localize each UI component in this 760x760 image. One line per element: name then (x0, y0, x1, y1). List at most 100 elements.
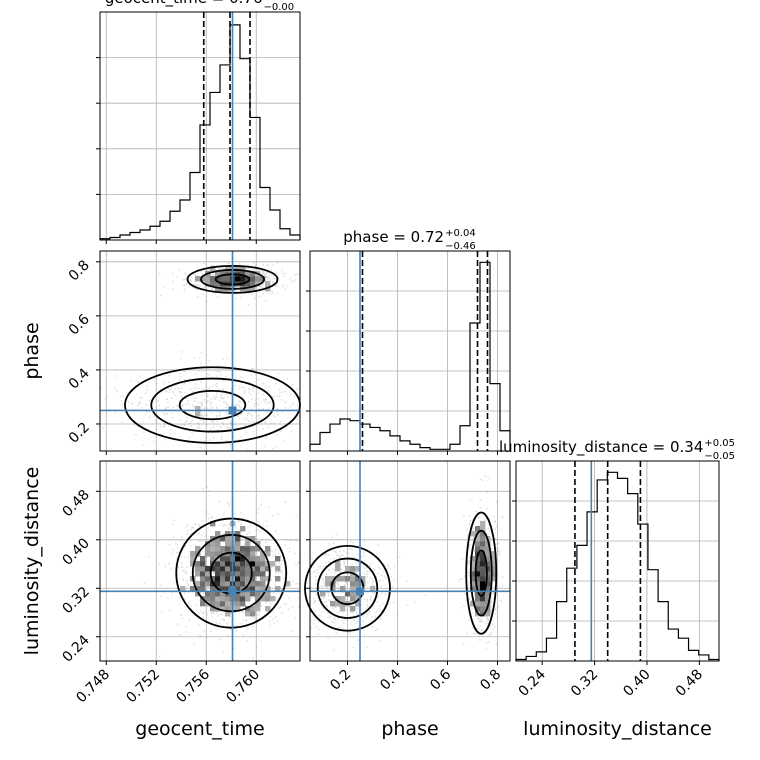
density-cell (480, 591, 486, 597)
density-cell (475, 571, 481, 577)
density-cell (475, 596, 481, 602)
density-cell (220, 591, 226, 597)
density-cell (260, 551, 266, 557)
density-cell (470, 566, 476, 572)
panel-title: phase = 0.72 (343, 228, 444, 246)
x-tick-label: 0.32 (568, 667, 601, 700)
density-cell (345, 566, 351, 572)
density-cell (190, 551, 196, 557)
y-tick-label: 0.2 (66, 419, 93, 446)
density-cell (335, 561, 341, 567)
density-cell (265, 596, 271, 602)
density-cell (205, 566, 211, 572)
density-cell (200, 586, 206, 592)
y-tick-label: 0.4 (66, 365, 93, 392)
density-cell (350, 576, 356, 582)
x-tick-label: 0.24 (516, 666, 549, 699)
density-cell (245, 561, 251, 567)
density-cell (370, 586, 376, 592)
density-cell (235, 586, 241, 592)
density-cell (200, 561, 206, 567)
density-cell (260, 276, 266, 282)
density-cell (215, 276, 221, 282)
density-cell (330, 601, 336, 607)
x-tick-label: 0.2 (327, 667, 354, 694)
title-lower-error: −0.05 (704, 451, 735, 462)
density-cell (335, 596, 341, 602)
title-lower-error: −0.46 (445, 241, 476, 252)
title-upper-error: +0.05 (704, 438, 735, 449)
contour-line (178, 389, 247, 421)
density-cell (340, 596, 346, 602)
y-axis-label-phase: phase (21, 322, 43, 379)
density-cell (255, 581, 261, 587)
contour-line (150, 377, 275, 433)
density-cell (250, 566, 256, 572)
density-cell (220, 601, 226, 607)
density-cell (335, 576, 341, 582)
density-cell (250, 561, 256, 567)
histogram-geocent_time (99, 24, 301, 240)
density-cell (210, 591, 216, 597)
density-cell (235, 566, 241, 572)
density-cell (275, 576, 281, 582)
density-cell (480, 571, 486, 577)
density-cell (235, 541, 241, 547)
density-cell (210, 276, 216, 282)
density-cell (470, 586, 476, 592)
density-cell (260, 561, 266, 567)
density-cell (220, 556, 226, 562)
density-cell (260, 576, 266, 582)
density-cell (215, 271, 221, 277)
density-cell (215, 576, 221, 582)
density-cell (485, 576, 491, 582)
histogram-phase (309, 261, 511, 451)
y-tick-label: 0.48 (59, 487, 92, 520)
density-cell (205, 546, 211, 552)
density-cell (195, 566, 201, 572)
density-cell (275, 556, 281, 562)
density-cell (490, 561, 496, 567)
density-cell (485, 581, 491, 587)
density-cell (210, 596, 216, 602)
density-cell (190, 556, 196, 562)
density-cell (215, 581, 221, 587)
density-cell (255, 586, 261, 592)
density-cell (225, 541, 231, 547)
truth-marker (356, 587, 364, 596)
density-cell (245, 556, 251, 562)
density-cell (475, 591, 481, 597)
density-cell (215, 571, 221, 577)
density-cell (355, 601, 361, 607)
density-cell (470, 556, 476, 562)
density-cell (250, 551, 256, 557)
y-tick-label: 0.32 (59, 584, 92, 617)
density-cell (480, 586, 486, 592)
density-cell (200, 601, 206, 607)
density-cell (210, 606, 216, 612)
density-cell (225, 601, 231, 607)
x-axis-label-luminosity_distance: luminosity_distance (523, 718, 712, 740)
density-cell (485, 556, 491, 562)
density-cell (220, 561, 226, 567)
density-cell (350, 586, 356, 592)
contour-line (469, 529, 493, 617)
density-cell (260, 581, 266, 587)
density-cell (235, 531, 241, 537)
density-cell (480, 521, 486, 527)
density-cell (255, 571, 261, 577)
density-cell (225, 556, 231, 562)
density-cell (240, 586, 246, 592)
density-cell (200, 276, 206, 282)
density-cell (480, 581, 486, 587)
density-cell (480, 536, 486, 542)
x-tick-label: 0.40 (620, 667, 653, 700)
density-cell (480, 576, 486, 582)
density-cell (250, 271, 256, 277)
density-cell (235, 591, 241, 597)
density-cell (210, 281, 216, 287)
density-cell (195, 571, 201, 577)
density-cell (350, 596, 356, 602)
density-cell (260, 596, 266, 602)
